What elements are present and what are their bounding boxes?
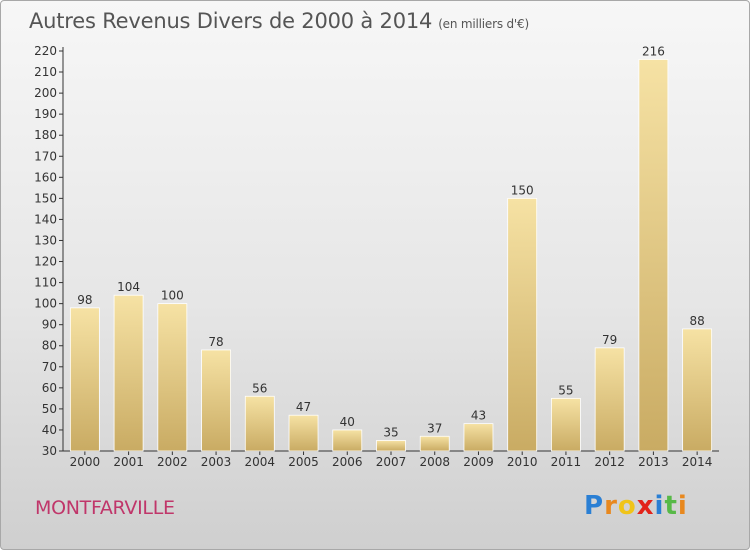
logo-letter: x <box>636 491 655 521</box>
y-tick-label: 80 <box>42 339 57 353</box>
data-label-2010: 150 <box>511 183 534 197</box>
y-tick-label: 50 <box>42 402 57 416</box>
logo-letter: t <box>664 491 678 521</box>
chart-title-text: Autres Revenus Divers de 2000 à 2014 <box>29 9 433 33</box>
y-tick-label: 160 <box>34 170 57 184</box>
data-label-2008: 37 <box>427 421 442 435</box>
y-tick-label: 180 <box>34 128 57 142</box>
axes: 30 40 50 60 70 80 90 100 110 120 130 140 150 160 170 18… <box>34 44 719 469</box>
y-tick-label: 140 <box>34 212 57 226</box>
bar-2009 <box>463 423 494 452</box>
data-label-2009: 43 <box>471 409 486 423</box>
bar-2012 <box>594 347 625 452</box>
proxiti-logo: Proxiti <box>584 491 688 521</box>
x-tick-label: 2003 <box>201 455 232 469</box>
y-tick-label: 110 <box>34 276 57 290</box>
logo-letter: i <box>677 491 688 521</box>
data-label-2000: 98 <box>77 293 92 307</box>
chart-title: Autres Revenus Divers de 2000 à 2014 (en … <box>29 9 529 33</box>
data-label-2012: 79 <box>602 333 617 347</box>
x-tick-label: 2007 <box>376 455 407 469</box>
y-tick-label: 70 <box>42 360 57 374</box>
bar-2002 <box>157 303 188 452</box>
y-tick-label: 100 <box>34 297 57 311</box>
y-tick-label: 130 <box>34 233 57 247</box>
y-tick-label: 220 <box>34 44 57 58</box>
data-label-2005: 47 <box>296 400 311 414</box>
bar-2005 <box>288 414 319 452</box>
bar-2000 <box>69 307 100 452</box>
x-tick-label: 2008 <box>419 455 450 469</box>
bar-2003 <box>201 349 231 452</box>
logo-letter: i <box>654 491 665 521</box>
y-tick-label: 60 <box>42 381 57 395</box>
y-tick-label: 200 <box>34 86 57 100</box>
x-tick-label: 2011 <box>551 455 582 469</box>
x-tick-label: 2013 <box>638 455 669 469</box>
bar-2007 <box>376 440 406 452</box>
x-tick-label: 2006 <box>332 455 363 469</box>
data-label-2013: 216 <box>642 44 665 58</box>
y-tick-label: 170 <box>34 149 57 163</box>
bar-2013 <box>638 59 669 452</box>
x-tick-label: 2002 <box>157 455 188 469</box>
data-label-2002: 100 <box>161 289 184 303</box>
y-tick-label: 90 <box>42 318 57 332</box>
x-tick-label: 2005 <box>288 455 319 469</box>
y-tick-label: 120 <box>34 255 57 269</box>
x-tick-label: 2012 <box>594 455 625 469</box>
x-tick-label: 2004 <box>245 455 276 469</box>
data-label-2014: 88 <box>689 314 704 328</box>
y-tick-label: 30 <box>42 444 57 458</box>
bars-group <box>69 59 713 452</box>
logo-letter: P <box>584 491 605 521</box>
data-label-2003: 78 <box>208 335 223 349</box>
data-label-2007: 35 <box>383 425 398 439</box>
y-tick-label: 40 <box>42 423 57 437</box>
logo-letter: r <box>604 491 618 521</box>
data-label-2006: 40 <box>340 415 355 429</box>
x-tick-label: 2014 <box>682 455 713 469</box>
bar-2008 <box>419 435 450 452</box>
x-tick-label: 2010 <box>507 455 538 469</box>
bar-2014 <box>682 328 713 452</box>
y-tick-label: 190 <box>34 107 57 121</box>
data-label-2011: 55 <box>558 383 573 397</box>
bar-2004 <box>244 395 275 452</box>
x-tick-label: 2009 <box>463 455 494 469</box>
unit-note: (en milliers d'€) <box>438 17 529 31</box>
y-tick-label: 210 <box>34 65 57 79</box>
labels-group: 98 104 100 78 56 47 40 35 37 43 150 55 79 216 88 <box>77 44 705 439</box>
bar-2001 <box>113 294 144 452</box>
data-label-2001: 104 <box>117 280 140 294</box>
x-tick-label: 2001 <box>113 455 144 469</box>
bar-2011 <box>551 397 581 452</box>
logo-letter: o <box>617 491 637 521</box>
bar-2006 <box>332 429 363 452</box>
commune-name: MONTFARVILLE <box>35 497 175 519</box>
data-label-2004: 56 <box>252 381 267 395</box>
x-tick-label: 2000 <box>70 455 101 469</box>
bar-2010 <box>507 197 538 452</box>
y-tick-label: 150 <box>34 191 57 205</box>
